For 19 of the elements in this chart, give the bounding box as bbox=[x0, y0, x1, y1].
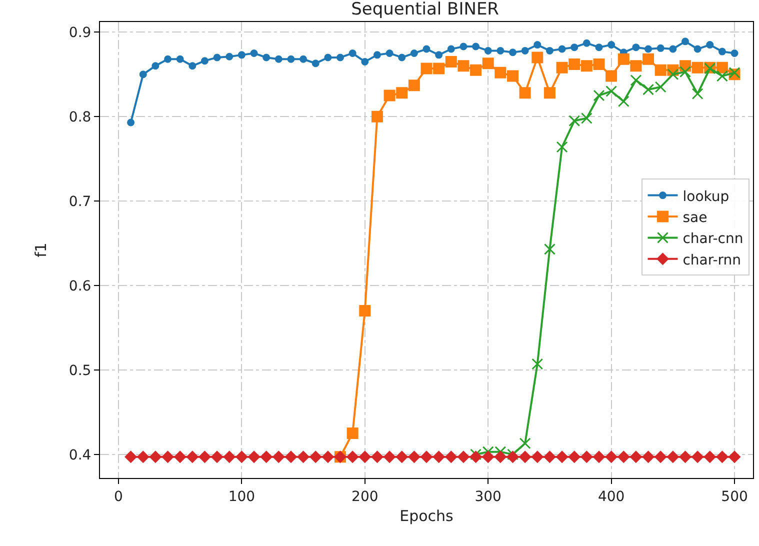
x-axis-title: Epochs bbox=[400, 506, 454, 525]
chart-title: Sequential BINER bbox=[351, 0, 500, 20]
legend-label: lookup bbox=[682, 188, 730, 205]
y-tick-label: 0.4 bbox=[68, 447, 92, 464]
y-tick-label: 0.5 bbox=[68, 362, 92, 379]
legend-label: char-rnn bbox=[682, 252, 742, 268]
x-tick-label: 200 bbox=[352, 488, 378, 505]
x-tick-label: 100 bbox=[228, 488, 256, 505]
x-tick-label: 300 bbox=[474, 488, 502, 505]
x-tick-label: 500 bbox=[721, 488, 748, 505]
x-tick-label: 400 bbox=[598, 488, 625, 505]
y-tick-label: 0.6 bbox=[68, 278, 92, 294]
y-tick-label: 0.7 bbox=[68, 194, 92, 210]
x-tick-label: 0 bbox=[114, 488, 123, 505]
legend-label: char-cnn bbox=[682, 231, 744, 248]
y-axis-title: f1 bbox=[32, 242, 50, 258]
legend-label: sae bbox=[682, 210, 708, 226]
y-tick-label: 0.9 bbox=[68, 25, 92, 42]
y-tick-label: 0.8 bbox=[68, 109, 92, 126]
